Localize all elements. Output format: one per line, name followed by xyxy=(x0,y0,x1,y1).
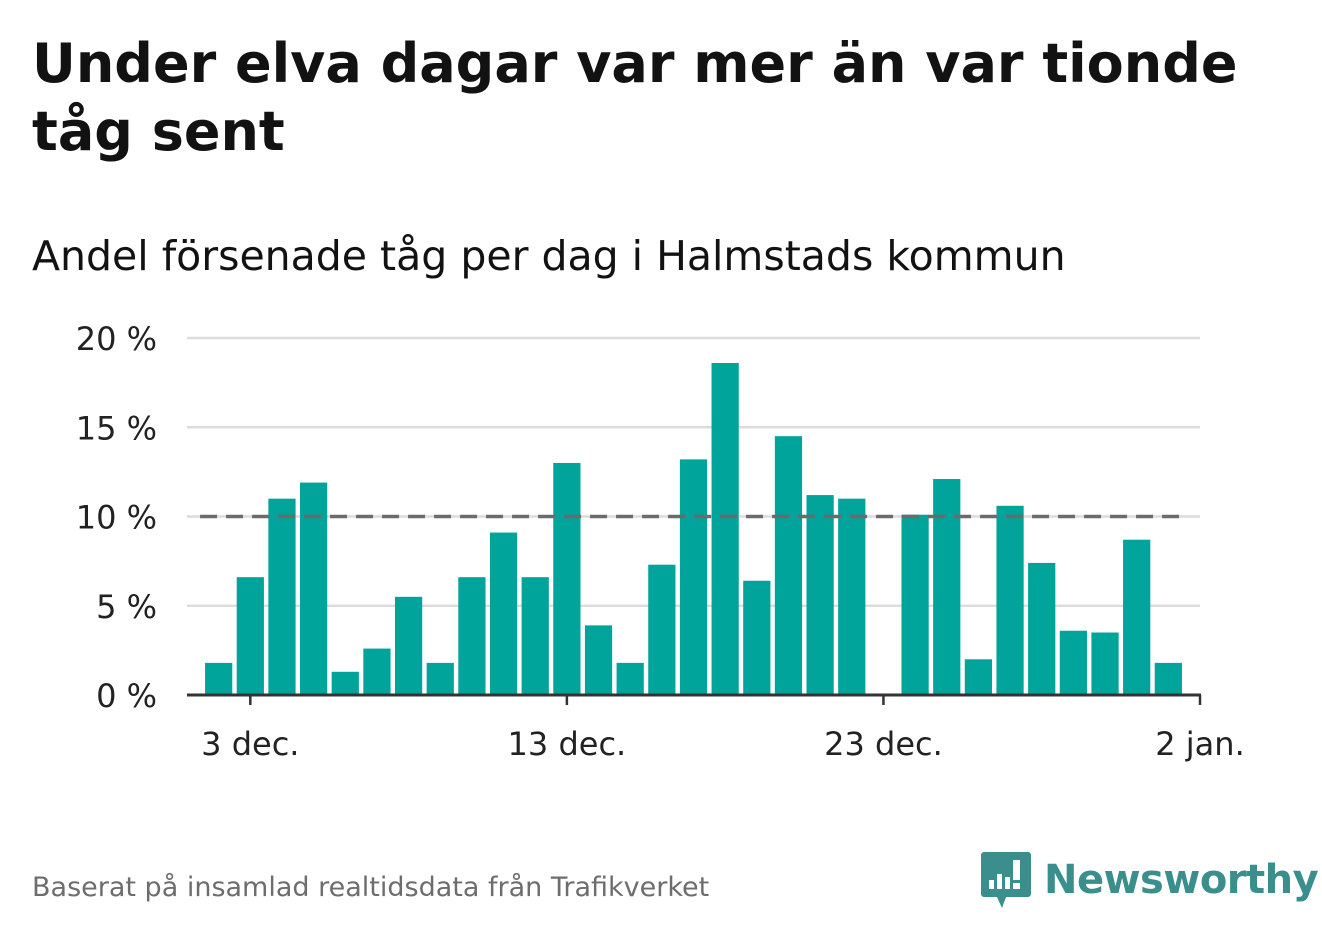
x-tick-label: 23 dec. xyxy=(824,725,943,763)
y-tick-label: 5 % xyxy=(96,588,157,626)
bar xyxy=(458,577,486,695)
bars xyxy=(205,362,1182,695)
bar-chart: 0 % 5 % 10 % 15 % 20 % 3 dec. 13 dec. 23 dec. 2… xyxy=(76,320,1245,763)
bar xyxy=(1123,539,1151,695)
bar xyxy=(331,671,359,695)
bar xyxy=(616,662,644,695)
y-tick-label: 0 % xyxy=(96,677,157,715)
x-axis: 3 dec. 13 dec. 23 dec. 2 jan. xyxy=(187,693,1245,763)
bar xyxy=(205,662,233,695)
bar xyxy=(679,459,708,695)
bar xyxy=(394,596,423,695)
x-tick-label: 2 jan. xyxy=(1155,725,1244,763)
bar xyxy=(426,662,454,695)
bar xyxy=(806,495,834,695)
bar xyxy=(268,498,296,695)
bar xyxy=(838,498,866,695)
bar xyxy=(933,479,961,695)
y-tick-label: 20 % xyxy=(76,320,157,358)
bar xyxy=(300,482,328,695)
bar xyxy=(1154,662,1182,695)
brand-logo[interactable]: Newsworthy xyxy=(980,850,1319,910)
bar xyxy=(1059,630,1087,695)
bar xyxy=(901,514,929,695)
y-tick-label: 15 % xyxy=(76,409,157,447)
chart-subtitle: Andel försenade tåg per dag i Halmstads … xyxy=(32,232,1066,280)
source-note: Baserat på insamlad realtidsdata från Tr… xyxy=(32,872,710,903)
bar xyxy=(521,577,549,695)
bar xyxy=(743,580,771,695)
x-tick-label: 3 dec. xyxy=(201,725,299,763)
bar xyxy=(1091,632,1119,695)
x-tick-label: 13 dec. xyxy=(508,725,627,763)
bar xyxy=(996,505,1024,695)
bar xyxy=(648,564,676,695)
chart-title: Under elva dagar var mer än var tionde t… xyxy=(32,32,1238,163)
bar xyxy=(363,648,391,695)
bar xyxy=(584,625,613,695)
brand-name: Newsworthy xyxy=(1044,857,1319,903)
bar xyxy=(711,362,739,695)
bar xyxy=(774,436,803,695)
bar xyxy=(1028,562,1056,695)
bar xyxy=(964,659,993,695)
y-axis-labels: 0 % 5 % 10 % 15 % 20 % xyxy=(76,320,157,715)
bar xyxy=(236,577,264,695)
newsworthy-logo-icon xyxy=(981,852,1031,908)
bar xyxy=(489,532,518,695)
y-tick-label: 10 % xyxy=(76,499,157,537)
bar xyxy=(553,462,581,695)
